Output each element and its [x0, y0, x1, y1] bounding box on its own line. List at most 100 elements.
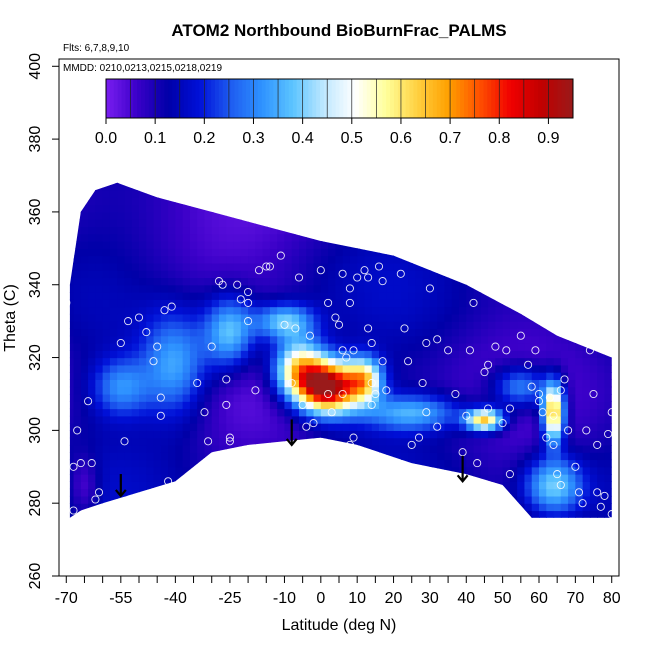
heatmap-cell	[233, 255, 242, 264]
heatmap-cell	[560, 444, 569, 453]
heatmap-cell	[451, 335, 460, 344]
heatmap-cell	[539, 321, 547, 330]
heatmap-cell	[153, 386, 162, 395]
heatmap-cell	[168, 204, 176, 213]
heatmap-cell	[262, 197, 271, 206]
sample-point	[607, 346, 616, 355]
heatmap-cell	[437, 364, 446, 373]
heatmap-cell	[495, 299, 504, 308]
heatmap-cell	[306, 518, 314, 526]
heatmap-cell	[197, 262, 206, 271]
heatmap-cell	[306, 306, 315, 315]
colorbar-segment	[265, 79, 270, 118]
heatmap-cell	[524, 277, 533, 286]
heatmap-cell	[517, 481, 526, 490]
heatmap-cell	[328, 495, 336, 504]
colorbar-segment	[199, 79, 204, 118]
heatmap-cell	[509, 262, 518, 271]
heatmap-cell	[328, 335, 336, 344]
heatmap-cell	[546, 313, 555, 322]
heatmap-cell	[393, 248, 402, 257]
heatmap-cell	[488, 474, 496, 482]
heatmap-cell	[371, 452, 380, 461]
heatmap-cell	[240, 495, 249, 504]
heatmap-cell	[604, 474, 612, 482]
heatmap-cell	[357, 313, 366, 322]
heatmap-cell	[553, 292, 562, 300]
heatmap-cell	[488, 277, 496, 286]
heatmap-cell	[480, 190, 489, 198]
sample-point	[94, 488, 104, 497]
heatmap-cell	[597, 241, 606, 249]
heatmap-cell	[269, 342, 278, 351]
heatmap-cell	[88, 357, 96, 366]
colorbar-segment	[553, 79, 558, 118]
heatmap-cell	[335, 408, 344, 417]
heatmap-cell	[342, 182, 351, 191]
heatmap-cell	[306, 190, 315, 198]
heatmap-cell	[284, 430, 293, 439]
heatmap-cell	[517, 321, 526, 330]
heatmap-cell	[429, 379, 438, 388]
heatmap-cell	[509, 423, 518, 431]
sample-point	[91, 495, 100, 504]
heatmap-cell	[269, 299, 278, 308]
heatmap-cell	[517, 284, 526, 293]
colorbar-segment	[218, 79, 224, 118]
heatmap-cell	[560, 328, 569, 337]
heatmap-cell	[371, 342, 380, 351]
heatmap-cell	[444, 328, 453, 337]
heatmap-cell	[539, 401, 547, 410]
heatmap-cell	[277, 182, 286, 184]
heatmap-cell	[335, 284, 344, 293]
heatmap-cell	[560, 452, 569, 461]
heatmap-cell	[517, 248, 526, 257]
heatmap-cell	[612, 379, 620, 387]
heatmap-cell	[568, 401, 576, 410]
heatmap-cell	[69, 444, 75, 453]
heatmap-cell	[612, 474, 620, 482]
heatmap-cell	[386, 248, 395, 257]
heatmap-cell	[539, 328, 547, 337]
heatmap-cell	[502, 190, 511, 198]
heatmap-cell	[415, 401, 424, 410]
heatmap-cell	[546, 211, 555, 220]
heatmap-cell	[95, 270, 104, 279]
heatmap-cell	[612, 212, 620, 220]
heatmap-cell	[69, 474, 75, 482]
heatmap-cell	[437, 313, 446, 322]
heatmap-cell	[175, 510, 184, 518]
heatmap-cell	[95, 430, 104, 439]
heatmap-cell	[473, 306, 482, 315]
heatmap-cell	[211, 481, 220, 490]
heatmap-cell	[386, 372, 395, 380]
heatmap-cell	[473, 503, 482, 512]
heatmap-cell	[248, 284, 256, 293]
heatmap-cell	[299, 190, 307, 198]
heatmap-cell	[568, 335, 576, 344]
heatmap-cell	[371, 503, 380, 512]
heatmap-cell	[255, 510, 264, 518]
heatmap-cell	[612, 503, 620, 511]
heatmap-cell	[568, 233, 576, 242]
heatmap-cell	[306, 401, 315, 410]
sample-point	[331, 313, 340, 322]
heatmap-cell	[451, 241, 460, 249]
heatmap-cell	[197, 357, 206, 366]
heatmap-cell	[371, 510, 380, 518]
heatmap-cell	[182, 182, 191, 184]
heatmap-cell	[604, 372, 612, 380]
heatmap-cell	[400, 415, 409, 424]
heatmap-cell	[553, 182, 562, 191]
heatmap-cell	[233, 386, 242, 395]
sample-point	[124, 317, 133, 326]
heatmap-cell	[182, 328, 191, 337]
heatmap-cell	[386, 233, 395, 242]
heatmap-cell	[379, 518, 387, 526]
heatmap-cell	[197, 415, 206, 424]
sample-point	[62, 298, 71, 307]
heatmap-cell	[269, 197, 278, 206]
heatmap-cell	[291, 466, 300, 475]
heatmap-cell	[80, 510, 89, 518]
